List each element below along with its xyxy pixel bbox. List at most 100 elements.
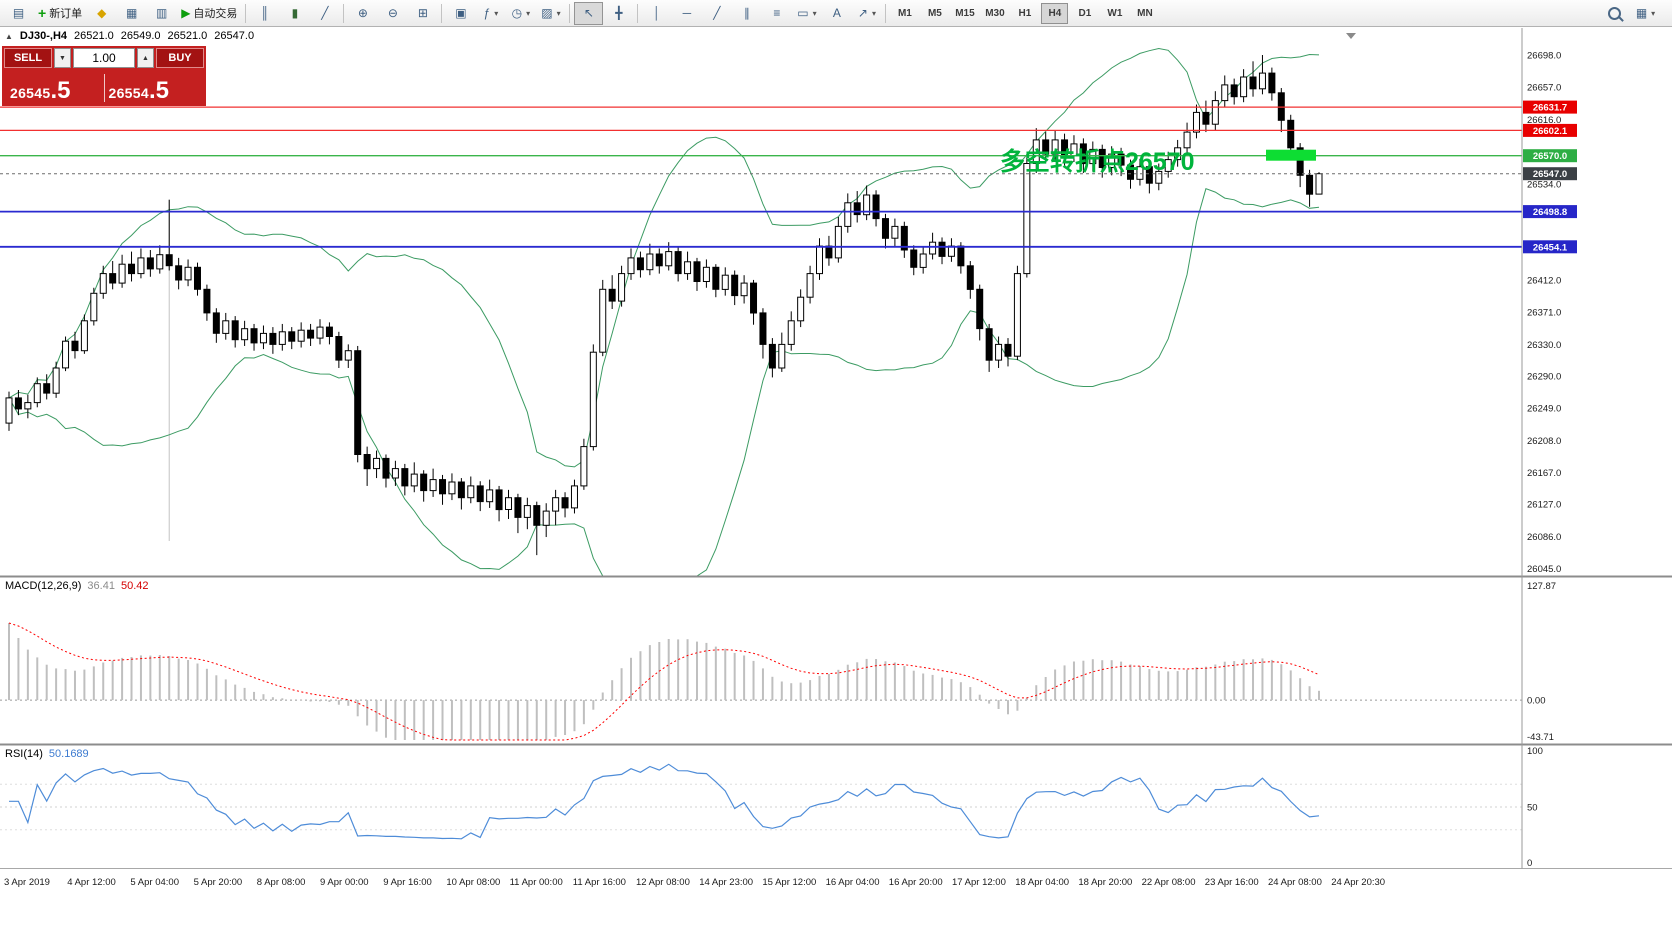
price-tick-label: 26208.0 bbox=[1527, 436, 1561, 447]
pivot-highlight-rectangle[interactable] bbox=[1266, 149, 1316, 161]
candle-body bbox=[1155, 170, 1163, 184]
toolbar-line-chart-button[interactable]: ╱ bbox=[310, 2, 339, 25]
chevron-down-icon: ▾ bbox=[494, 8, 499, 18]
volume-input[interactable] bbox=[73, 48, 135, 68]
candle-body bbox=[203, 288, 211, 314]
collapse-icon[interactable]: ▲ bbox=[5, 31, 13, 41]
toolbar-data-window-button[interactable]: ▥ bbox=[147, 2, 176, 25]
toolbar-separator bbox=[245, 3, 247, 23]
sell-button[interactable]: SELL bbox=[4, 48, 52, 68]
candle-body bbox=[608, 288, 616, 302]
timeframe-m1-button[interactable]: M1 bbox=[897, 7, 912, 19]
candle-body bbox=[844, 202, 852, 227]
buy-price: 26554 .5 bbox=[105, 79, 203, 103]
toolbar-zoom-out-button[interactable]: ⊖ bbox=[378, 2, 407, 25]
chart-shift-marker[interactable] bbox=[1346, 33, 1356, 39]
candle-body bbox=[957, 245, 965, 267]
candle-body bbox=[816, 245, 824, 275]
panel-separators[interactable] bbox=[0, 28, 1672, 869]
candle-body bbox=[1192, 111, 1200, 133]
candle-body bbox=[721, 274, 729, 290]
toolbar-cursor-button[interactable]: ↖ bbox=[574, 1, 604, 25]
candle-body bbox=[618, 273, 626, 302]
resistance-1-badge-label: 26631.7 bbox=[1533, 103, 1567, 114]
candle-body bbox=[1240, 76, 1248, 98]
toolbar-crosshair-button[interactable]: ╋ bbox=[604, 2, 633, 25]
toolbar-shapes-button[interactable]: ▭ ▾ bbox=[792, 2, 821, 25]
candle-body bbox=[1258, 72, 1266, 90]
candle-body bbox=[580, 446, 588, 487]
time-tick-label: 22 Apr 08:00 bbox=[1142, 877, 1196, 888]
candle-body bbox=[1230, 84, 1238, 98]
pivot-annotation-text[interactable]: 多空转折点26570 bbox=[1000, 147, 1195, 176]
timeframe-w1-button[interactable]: W1 bbox=[1107, 7, 1123, 19]
price-axis[interactable]: 26698.0 26657.0 26616.0 26534.0 26412.0 26371… bbox=[1523, 51, 1577, 576]
toolbar-templates-button[interactable]: ▨ ▾ bbox=[536, 2, 565, 25]
toolbar-periods-button[interactable]: ◷ ▾ bbox=[506, 2, 535, 25]
toolbar-indicators-button[interactable]: ƒ ▾ bbox=[476, 2, 505, 25]
timeframe-m30-button[interactable]: M30 bbox=[985, 7, 1005, 19]
candle-body bbox=[1013, 273, 1021, 357]
toolbar-new-order-button[interactable]: + 新订单 bbox=[34, 2, 86, 25]
toolbar-zoom-in-button[interactable]: ⊕ bbox=[348, 2, 377, 25]
candle-body bbox=[410, 473, 418, 487]
buy-button[interactable]: BUY bbox=[156, 48, 204, 68]
toolbar-equidistant-channel-button[interactable]: ∥ bbox=[732, 2, 761, 25]
macd-main-value: 36.41 bbox=[87, 580, 115, 592]
toolbar-trendline-button[interactable]: ╱ bbox=[702, 2, 731, 25]
ohlc-low: 26521.0 bbox=[167, 30, 208, 42]
candle-body bbox=[985, 328, 993, 361]
timeframe-m5-button[interactable]: M5 bbox=[927, 7, 942, 19]
timeframe-h1-button[interactable]: H1 bbox=[1018, 7, 1032, 19]
price-tick-label: 26330.0 bbox=[1527, 340, 1561, 351]
toolbar-tile-windows-button[interactable]: ⊞ bbox=[408, 2, 437, 25]
toolbar-auto-arrange-button[interactable]: ▣ bbox=[446, 2, 475, 25]
toolbar-new-chart-button[interactable]: ▤ bbox=[4, 2, 33, 25]
toolbar-fibonacci-button[interactable]: ≡ bbox=[762, 2, 791, 25]
candle-body bbox=[476, 485, 484, 503]
candle-body bbox=[401, 468, 409, 487]
time-tick-label: 5 Apr 04:00 bbox=[130, 877, 179, 888]
toolbar-window-list-button[interactable]: ▦ ▾ bbox=[1631, 2, 1660, 25]
candle-body bbox=[712, 266, 720, 290]
chart-canvas[interactable]: 多空转折点26570127.870.00-43.7110050026698.02… bbox=[0, 28, 1672, 948]
time-axis[interactable]: 3 Apr 2019 4 Apr 12:00 5 Apr 04:00 5 Apr 20… bbox=[4, 877, 1385, 888]
toolbar-separator bbox=[441, 3, 443, 23]
toolbar-autotrading-button[interactable]: ▶ 自动交易 bbox=[177, 2, 241, 25]
toolbar-horizontal-line-button[interactable]: ─ bbox=[672, 2, 701, 25]
toolbar-text-label-button[interactable]: A bbox=[822, 2, 851, 25]
candle-body bbox=[24, 402, 32, 410]
timeframe-mn-button[interactable]: MN bbox=[1137, 7, 1153, 19]
price-levels[interactable] bbox=[0, 106, 1522, 248]
candle-body bbox=[1268, 72, 1276, 94]
candle-body bbox=[307, 329, 315, 339]
toolbar-favorites-button[interactable]: ◆ bbox=[87, 2, 116, 25]
candle-body bbox=[5, 397, 13, 424]
candle-body bbox=[354, 350, 362, 456]
toolbar-bar-chart-button[interactable]: ║ bbox=[250, 2, 279, 25]
candle-body bbox=[1117, 153, 1125, 166]
candle-body bbox=[344, 350, 352, 361]
toolbar-search-button[interactable] bbox=[1600, 2, 1629, 25]
time-tick-label: 18 Apr 04:00 bbox=[1015, 877, 1069, 888]
volume-decrease-button[interactable]: ▼ bbox=[54, 48, 71, 68]
candle-body bbox=[137, 257, 145, 275]
candle-body bbox=[1221, 84, 1229, 102]
timeframe-d1-button[interactable]: D1 bbox=[1078, 7, 1092, 19]
timeframe-h4-button[interactable]: H4 bbox=[1041, 2, 1069, 24]
price-divider bbox=[103, 74, 105, 102]
toolbar-candlestick-chart-button[interactable]: ▮ bbox=[280, 2, 309, 25]
rsi-axis-label: 0 bbox=[1527, 858, 1532, 869]
chart-area: 多空转折点26570 127.87 0.00 -43.71 100 50 0 26698.0 2… bbox=[0, 28, 1672, 948]
toolbar-vertical-line-button[interactable]: │ bbox=[642, 2, 671, 25]
crosshair-icon: ╋ bbox=[615, 6, 623, 20]
resistance-2-badge-label: 26602.1 bbox=[1533, 126, 1568, 137]
toolbar-arrow-objects-button[interactable]: ↗ ▾ bbox=[852, 2, 881, 25]
candle-body bbox=[175, 265, 183, 281]
candle-body bbox=[382, 457, 390, 479]
timeframe-m15-button[interactable]: M15 bbox=[955, 7, 975, 19]
volume-increase-button[interactable]: ▲ bbox=[137, 48, 154, 68]
toolbar-market-watch-button[interactable]: ▦ bbox=[117, 2, 146, 25]
price-tick-label: 26698.0 bbox=[1527, 51, 1561, 62]
fibonacci-icon: ≡ bbox=[773, 6, 781, 20]
